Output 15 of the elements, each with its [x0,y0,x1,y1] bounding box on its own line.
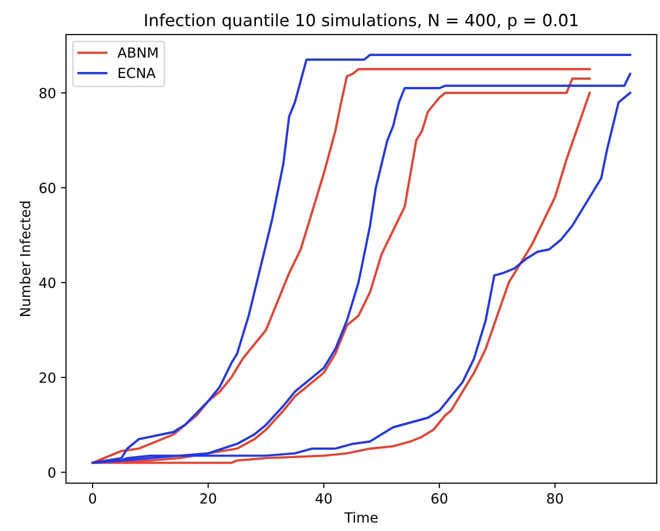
x-tick-label: 40 [316,493,332,504]
y-tick-label: 60 [40,182,56,194]
y-tick-label: 80 [40,88,56,98]
y-tick-label: 0 [48,467,56,478]
x-tick-label: 60 [432,493,448,504]
x-axis-title: Time [344,512,378,523]
y-axis-title: Number Infected [20,202,30,316]
chart-title: Infection quantile 10 simulations, N = 400, p = 0.01 [145,14,578,30]
x-tick-label: 20 [200,493,216,504]
y-tick-label: 40 [39,278,56,288]
legend-label: ECNA [118,68,156,78]
y-tick-label: 20 [40,372,56,383]
x-tick-label: 80 [547,493,563,504]
x-tick-label: 0 [89,493,96,504]
legend-label: ABNM [117,47,158,58]
